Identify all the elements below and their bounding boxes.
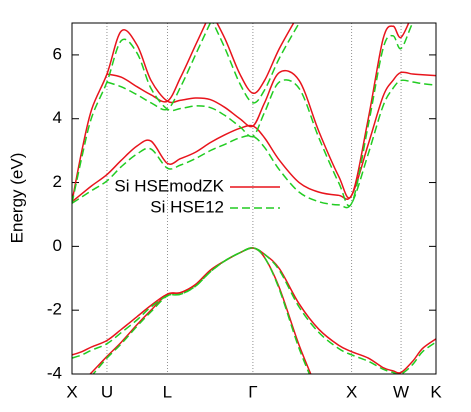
x-tick-label: U (101, 382, 113, 401)
band-line (216, 23, 295, 95)
band-line (72, 247, 436, 374)
band-line (92, 247, 311, 374)
band-line (89, 247, 312, 374)
x-tick-label: W (393, 382, 409, 401)
band-line (72, 23, 414, 207)
x-tick-label: X (66, 382, 77, 401)
y-tick-label: -2 (47, 300, 62, 319)
band-line (106, 23, 211, 111)
y-tick-label: 6 (53, 44, 62, 63)
y-tick-label: 4 (53, 108, 62, 127)
plot-frame (71, 22, 437, 375)
x-tick-label: Γ (248, 382, 257, 401)
band-line (212, 23, 300, 104)
band-line (72, 247, 436, 374)
y-axis-label: Energy (eV) (7, 153, 26, 244)
x-tick-label: L (163, 382, 172, 401)
x-tick-label: X (346, 382, 357, 401)
bands (72, 23, 436, 374)
x-tick-label: K (430, 382, 442, 401)
legend-label: Si HSEmodZK (114, 176, 224, 195)
y-tick-label: 0 (53, 236, 62, 255)
y-tick-label: 2 (53, 172, 62, 191)
band-line (72, 23, 410, 202)
y-tick-label: -4 (47, 363, 62, 382)
legend-label: Si HSE12 (150, 197, 224, 216)
